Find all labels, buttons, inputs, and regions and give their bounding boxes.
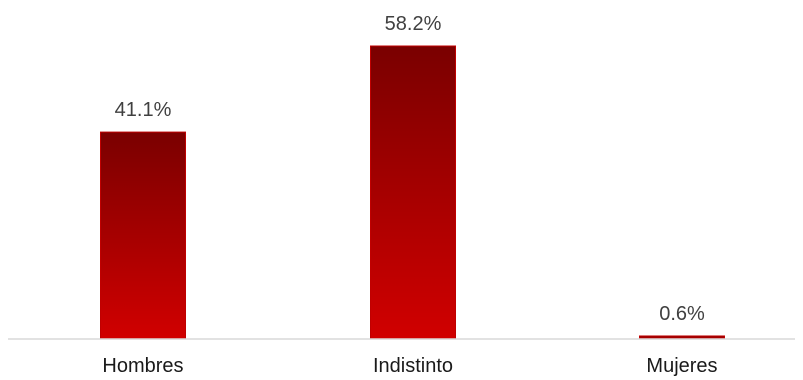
bars-layer <box>100 45 725 340</box>
category-label-hombres: Hombres <box>102 355 183 377</box>
labels-layer: 41.1% Hombres 58.2% Indistinto 0.6% Mujeres <box>102 13 717 377</box>
bar-indistinto <box>370 45 456 340</box>
data-label-mujeres: 0.6% <box>659 303 705 325</box>
bar-hombres <box>100 131 186 340</box>
data-label-indistinto: 58.2% <box>385 13 442 35</box>
category-label-indistinto: Indistinto <box>373 355 453 377</box>
category-label-mujeres: Mujeres <box>646 355 717 377</box>
data-label-hombres: 41.1% <box>115 99 172 121</box>
